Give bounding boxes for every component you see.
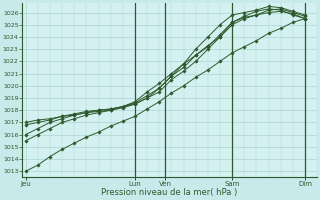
X-axis label: Pression niveau de la mer( hPa ): Pression niveau de la mer( hPa )	[101, 188, 238, 197]
